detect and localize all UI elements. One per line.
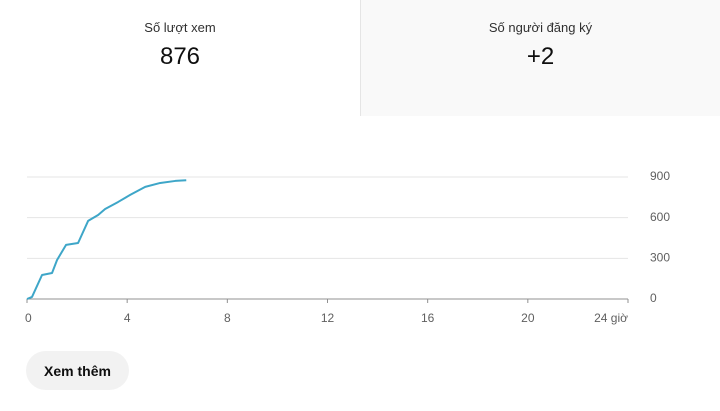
y-tick-label: 0 — [650, 291, 657, 305]
line — [26, 179, 187, 300]
card-label: Số lượt xem — [144, 20, 216, 35]
x-tick-label: 24 giờ — [594, 311, 628, 325]
y-tick-label: 300 — [650, 251, 670, 265]
x-tick-label: 16 — [421, 311, 435, 325]
y-tick-label: 600 — [650, 210, 670, 224]
see-more-button[interactable]: Xem thêm — [26, 351, 129, 390]
x-tick-label: 20 — [521, 311, 535, 325]
y-tick-label: 900 — [650, 169, 670, 183]
card-value: +2 — [526, 43, 555, 70]
subscribers-card[interactable]: Số người đăng ký +2 — [360, 0, 720, 116]
summary-cards: Số lượt xem 876 Số người đăng ký +2 — [0, 0, 720, 116]
x-tick-label: 8 — [224, 311, 231, 325]
card-label: Số người đăng ký — [488, 20, 593, 35]
views-card[interactable]: Số lượt xem 876 — [0, 0, 360, 116]
chart: 0 300 600 900 0 4 8 12 16 20 24 giờ — [25, 169, 670, 325]
x-tick-label: 0 — [25, 311, 32, 325]
x-tick-label: 12 — [321, 311, 335, 325]
card-value: 876 — [159, 43, 201, 70]
x-tick-label: 4 — [124, 311, 131, 325]
